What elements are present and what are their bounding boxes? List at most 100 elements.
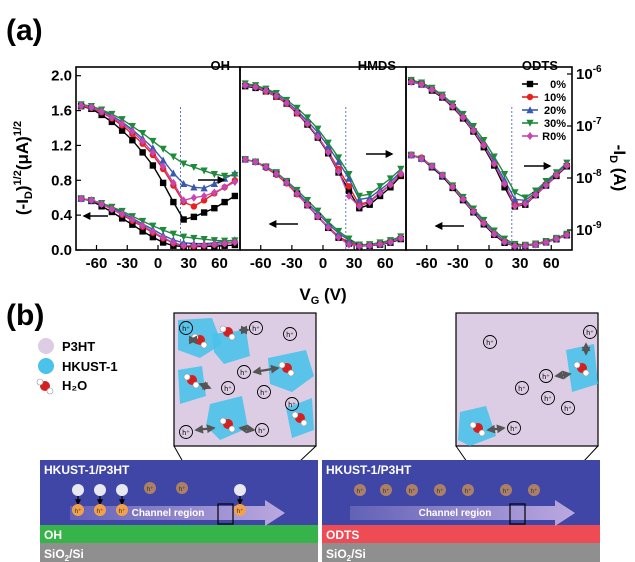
series-line-log xyxy=(245,158,402,247)
data-marker xyxy=(500,170,509,178)
data-marker xyxy=(149,233,157,241)
data-marker xyxy=(149,137,157,145)
data-marker xyxy=(526,119,534,127)
data-marker xyxy=(283,178,290,187)
data-marker xyxy=(98,200,105,209)
data-marker xyxy=(397,169,405,178)
series-line xyxy=(245,84,402,208)
hole-label: h⁺ xyxy=(182,430,190,437)
hole-label: h⁺ xyxy=(502,488,510,495)
data-marker xyxy=(324,139,332,147)
hole-icon xyxy=(507,421,521,435)
hole-icon xyxy=(434,484,446,496)
data-marker xyxy=(118,127,126,134)
data-marker xyxy=(522,199,529,208)
data-marker xyxy=(262,86,270,95)
hole-label: h⁺ xyxy=(236,508,244,515)
hkust-particle xyxy=(206,396,248,440)
channel-label-right: Channel region xyxy=(419,508,492,519)
data-marker xyxy=(200,241,208,250)
data-marker xyxy=(118,119,126,128)
data-marker xyxy=(356,202,363,211)
subplot-title-oh: OH xyxy=(211,58,231,73)
data-marker xyxy=(139,217,147,225)
data-marker xyxy=(449,102,456,111)
data-marker xyxy=(149,222,157,230)
data-marker xyxy=(129,137,136,144)
data-marker xyxy=(159,162,167,171)
x-axis-label: VG (V) xyxy=(299,285,346,307)
data-marker xyxy=(428,85,436,94)
data-marker xyxy=(221,239,228,248)
hole-icon xyxy=(283,327,297,341)
hole-icon xyxy=(144,482,156,494)
data-marker xyxy=(345,183,353,190)
data-marker xyxy=(169,153,177,161)
data-marker xyxy=(231,238,239,247)
data-marker xyxy=(139,137,146,146)
data-marker xyxy=(129,215,136,224)
series-line-log xyxy=(80,197,235,242)
data-marker xyxy=(139,149,146,156)
hole-icon xyxy=(94,504,106,516)
hole-icon xyxy=(179,425,193,439)
legend-entry: 0% xyxy=(550,79,566,91)
data-marker xyxy=(252,157,259,166)
channel-label-left: Channel region xyxy=(132,508,205,519)
data-marker xyxy=(522,241,529,250)
data-marker xyxy=(526,106,534,114)
data-marker xyxy=(77,194,85,203)
data-marker xyxy=(241,155,249,164)
data-marker xyxy=(293,189,301,198)
hole-label: h⁺ xyxy=(74,508,82,515)
hole-label: h⁺ xyxy=(530,488,538,495)
data-marker xyxy=(139,228,146,235)
data-marker xyxy=(366,241,373,250)
hole-icon xyxy=(176,482,188,494)
data-marker xyxy=(439,92,446,101)
hole-icon xyxy=(561,401,575,415)
hole-icon xyxy=(237,365,251,379)
hkust-particle xyxy=(212,330,250,364)
data-marker xyxy=(252,83,259,92)
data-marker xyxy=(231,178,239,187)
hole-label: h⁺ xyxy=(224,386,232,393)
data-marker xyxy=(563,230,571,239)
x-tick-label: 0 xyxy=(154,255,162,272)
hole-label: h⁺ xyxy=(486,340,494,347)
hole-label: h⁺ xyxy=(382,488,390,495)
x-tick-label: 60 xyxy=(377,255,394,272)
data-marker xyxy=(345,240,353,249)
device-stack-left: HKUST-1/P3HT Channel region OH SiO2/Si h… xyxy=(40,460,318,562)
series-line-log xyxy=(245,158,402,247)
data-marker xyxy=(200,209,208,216)
hole-icon xyxy=(116,504,128,516)
hole-label: h⁺ xyxy=(240,370,248,377)
data-marker xyxy=(449,182,456,191)
data-marker xyxy=(397,234,405,243)
data-marker xyxy=(345,235,353,243)
data-marker xyxy=(356,241,363,250)
data-marker xyxy=(159,233,167,242)
data-marker xyxy=(190,234,198,242)
hole-label: h⁺ xyxy=(96,508,104,515)
data-marker xyxy=(314,132,322,141)
x-tick-label: 30 xyxy=(512,255,529,272)
hole-label: h⁺ xyxy=(464,488,472,495)
hole-icon xyxy=(583,325,597,339)
series-line xyxy=(80,103,235,177)
data-marker xyxy=(139,221,146,230)
data-marker xyxy=(139,130,147,138)
data-marker xyxy=(345,170,353,178)
hole-icon xyxy=(462,484,474,496)
hole-icon xyxy=(179,321,193,335)
hkust-swatch xyxy=(38,358,54,374)
substrate-layer-right xyxy=(322,543,600,562)
data-marker xyxy=(231,192,239,200)
data-marker xyxy=(190,183,198,191)
series-line-log xyxy=(410,154,568,247)
series-line-log xyxy=(245,158,402,247)
x-tick-label: 0 xyxy=(319,255,327,272)
data-marker xyxy=(241,81,249,90)
hole-icon xyxy=(515,381,529,395)
